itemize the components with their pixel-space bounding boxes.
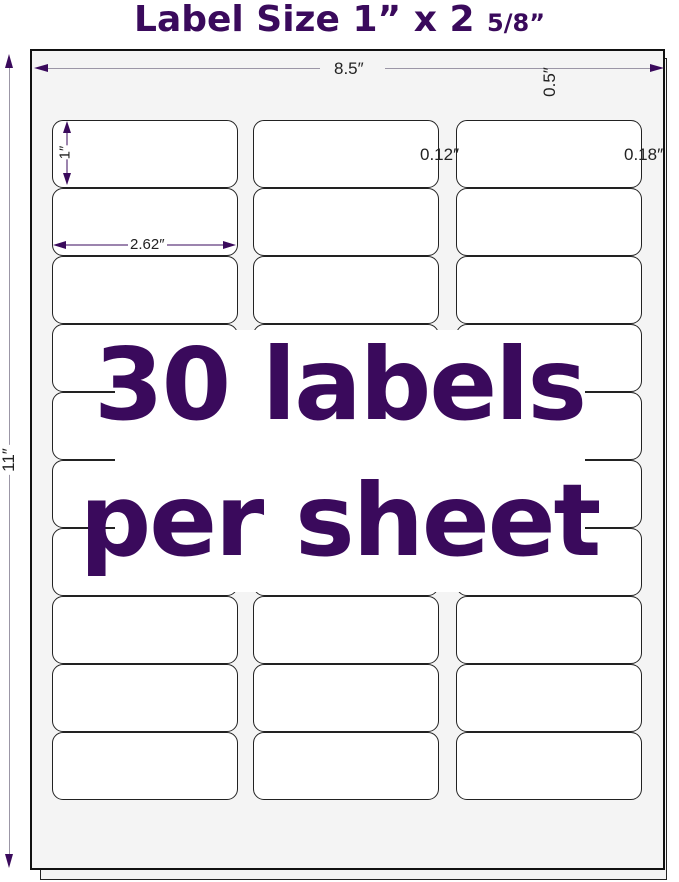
label-width-label: 2.62″ (128, 236, 167, 253)
label-size-title: Label Size 1” x 2 5/8” (0, 0, 679, 43)
label-cell (253, 732, 439, 800)
width-line-right (385, 68, 657, 69)
label-cell (52, 596, 238, 664)
arrow-up-icon (5, 54, 13, 68)
title-main: Label Size 1” x 2 (134, 0, 488, 40)
width-line-left (40, 68, 320, 69)
sheet-width-label: 8.5″ (330, 59, 368, 79)
label-cell (456, 596, 642, 664)
label-cell (52, 664, 238, 732)
label-height-label: 1″ (56, 145, 74, 160)
arrow-down-icon (63, 173, 71, 185)
headline-line-1: 30 labels (94, 326, 587, 443)
label-cell (52, 120, 238, 188)
label-cell (52, 256, 238, 324)
label-cell (456, 664, 642, 732)
label-cell (456, 120, 642, 188)
title-fraction: 5/8” (487, 9, 545, 37)
label-cell (456, 256, 642, 324)
headline-line-2: per sheet (79, 462, 602, 579)
headline-backdrop (115, 330, 585, 592)
arrow-left-icon (53, 241, 66, 249)
arrow-right-icon (223, 241, 236, 249)
label-cell (253, 256, 439, 324)
arrow-left-icon (34, 64, 48, 72)
arrow-down-icon (5, 854, 13, 868)
label-cell (253, 120, 439, 188)
label-cell (253, 596, 439, 664)
side-margin-label: 0.18″ (624, 145, 664, 164)
label-cell (456, 188, 642, 256)
label-cell (253, 664, 439, 732)
label-cell (456, 732, 642, 800)
arrow-up-icon (63, 121, 71, 133)
column-gap-label: 0.12″ (420, 145, 460, 164)
top-margin-label: 0.5″ (539, 67, 559, 97)
label-cell (52, 732, 238, 800)
arrow-right-icon (650, 64, 664, 72)
label-cell (253, 188, 439, 256)
